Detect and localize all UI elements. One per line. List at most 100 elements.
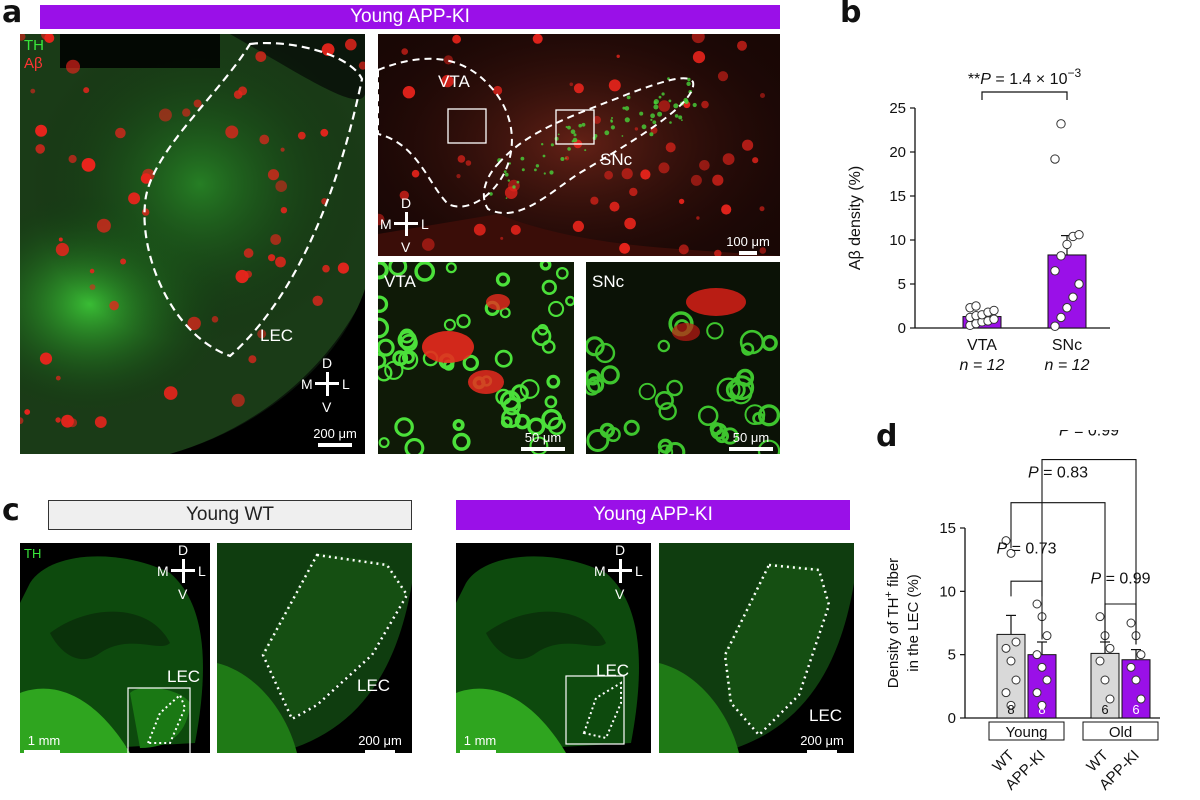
bar-3: [1121, 659, 1151, 719]
orientation-v: V: [401, 239, 411, 255]
scale-bar-1mm-wt: 1 mm: [24, 733, 64, 753]
comparison-bracket: [1041, 459, 1137, 645]
data-point: [1001, 643, 1011, 653]
comparison-label: P = 0.73: [996, 540, 1056, 557]
data-point: [1001, 688, 1011, 698]
region-label-lec: LEC: [260, 326, 294, 345]
orientation-m: M: [380, 216, 392, 232]
significance-bracket: [981, 91, 1068, 100]
data-point: [1006, 656, 1016, 666]
micrograph-wt-lec-zoom: LEC 200 μm: [217, 543, 412, 753]
data-point: [1131, 675, 1141, 685]
micrograph-wt-hemisphere: TH LEC D V M L 1 mm: [20, 543, 210, 753]
comparison-label: P = 0.83: [1028, 464, 1088, 481]
orientation-m: M: [301, 376, 313, 392]
orientation-l: L: [198, 563, 206, 579]
data-point: [1011, 637, 1021, 647]
data-point: [1056, 251, 1066, 261]
orientation-d: D: [178, 543, 189, 558]
chart-th-fiber-density: 0 5 10 15 Density of TH+ fiber in the LEC (%)…: [883, 430, 1160, 794]
y-tick-label: 10: [889, 232, 906, 249]
data-point: [1126, 618, 1136, 628]
y-tick-label: 5: [948, 647, 956, 664]
orientation-v: V: [615, 586, 625, 602]
orientation-cross-vta: D V M L: [378, 194, 436, 254]
data-point: [1037, 700, 1047, 710]
micrograph-appki-hemisphere: LEC D V M L 1 mm: [456, 543, 651, 753]
orientation-d: D: [401, 195, 412, 211]
data-point: [1006, 548, 1016, 558]
data-point: [1050, 321, 1060, 331]
orientation-d: D: [322, 355, 333, 371]
y-tick-label: 20: [889, 144, 906, 161]
panel-letter-a: a: [2, 0, 23, 30]
data-point: [1011, 675, 1021, 685]
y-tick-label: 25: [889, 100, 906, 117]
data-point: [1136, 694, 1146, 704]
data-point: [1032, 650, 1042, 660]
comparison-label: P = 0.99: [1059, 430, 1119, 440]
region-label-lec-appki: LEC: [596, 661, 630, 680]
region-label-vta-overview: VTA: [438, 72, 470, 91]
bar-n-label: 6: [1101, 702, 1108, 717]
data-point: [1100, 675, 1110, 685]
orientation-d: D: [615, 543, 626, 558]
data-point: [1095, 656, 1105, 666]
data-point: [1042, 631, 1052, 641]
bar-2: [1090, 652, 1120, 719]
data-point: [1126, 662, 1136, 672]
orientation-cross: D V M L: [297, 354, 357, 414]
region-label-lec-wt: LEC: [167, 667, 201, 686]
scale-bar-1mm-appki: 1 mm: [460, 733, 500, 753]
scale-bar-50um-snc: 50 μm: [726, 430, 776, 451]
group-label: Old: [1109, 724, 1132, 741]
micrograph-snc-zoom: SNc 50 μm: [586, 262, 780, 454]
group-box-young: [988, 721, 1065, 741]
scale-bar-50um-vta: 50 μm: [518, 430, 568, 451]
channel-label-th: TH: [24, 37, 44, 54]
data-point: [1056, 312, 1066, 323]
orientation-cross-wt: D V M L: [153, 543, 210, 601]
panel-letter-d: d: [876, 419, 898, 454]
y-tick-label: 0: [948, 710, 956, 727]
group-label: Young: [1006, 724, 1048, 741]
orientation-cross-appki: D V M L: [590, 543, 650, 601]
orientation-m: M: [594, 563, 606, 579]
banner-young-app-ki-a: Young APP-KI: [40, 5, 780, 29]
y-axis-label-line1: Density of TH+ fiber: [883, 558, 902, 688]
bar-n-label: 6: [1132, 702, 1139, 717]
scale-bar-100um: 100 μm: [720, 234, 776, 255]
data-point: [1062, 239, 1072, 250]
micrograph-appki-lec-zoom: LEC 200 μm: [659, 543, 854, 753]
channel-label-th-c: TH: [24, 546, 42, 561]
comparison-label: P = 0.99: [1090, 571, 1150, 588]
bar-n-label: 8: [1007, 702, 1014, 717]
banner-young-wt: Young WT: [48, 500, 412, 530]
data-point: [989, 305, 999, 316]
orientation-l: L: [635, 563, 643, 579]
x-category-label: SNc: [1052, 337, 1082, 354]
data-point: [971, 301, 981, 311]
orientation-m: M: [157, 563, 169, 579]
comparison-bracket: [1010, 502, 1106, 642]
data-point: [1032, 688, 1042, 698]
region-label-lec-wt-zoom: LEC: [357, 676, 391, 695]
scale-bar-200um-wt: 200 μm: [352, 733, 408, 753]
y-axis-label-line2: in the LEC (%): [905, 574, 922, 672]
y-axis-label: Aβ density (%): [847, 166, 864, 270]
region-label-vta-zoom: VTA: [384, 272, 416, 291]
region-label-snc-zoom: SNc: [592, 272, 625, 291]
region-label-lec-appki-zoom: LEC: [809, 706, 843, 725]
x-category-n: n = 12: [960, 357, 1005, 374]
data-point: [1095, 612, 1105, 622]
micrograph-vta-snc-overview: VTA SNc D V M L 100 μm: [378, 34, 780, 256]
data-point: [1105, 694, 1115, 704]
data-point: [1037, 662, 1047, 672]
bar-snc: [1047, 254, 1087, 329]
orientation-l: L: [342, 376, 350, 392]
bar-n-label: 8: [1038, 702, 1045, 717]
y-tick-label: 15: [939, 520, 956, 537]
group-box-old: [1082, 721, 1159, 741]
orientation-v: V: [322, 399, 332, 415]
y-tick-label: 5: [898, 276, 906, 293]
